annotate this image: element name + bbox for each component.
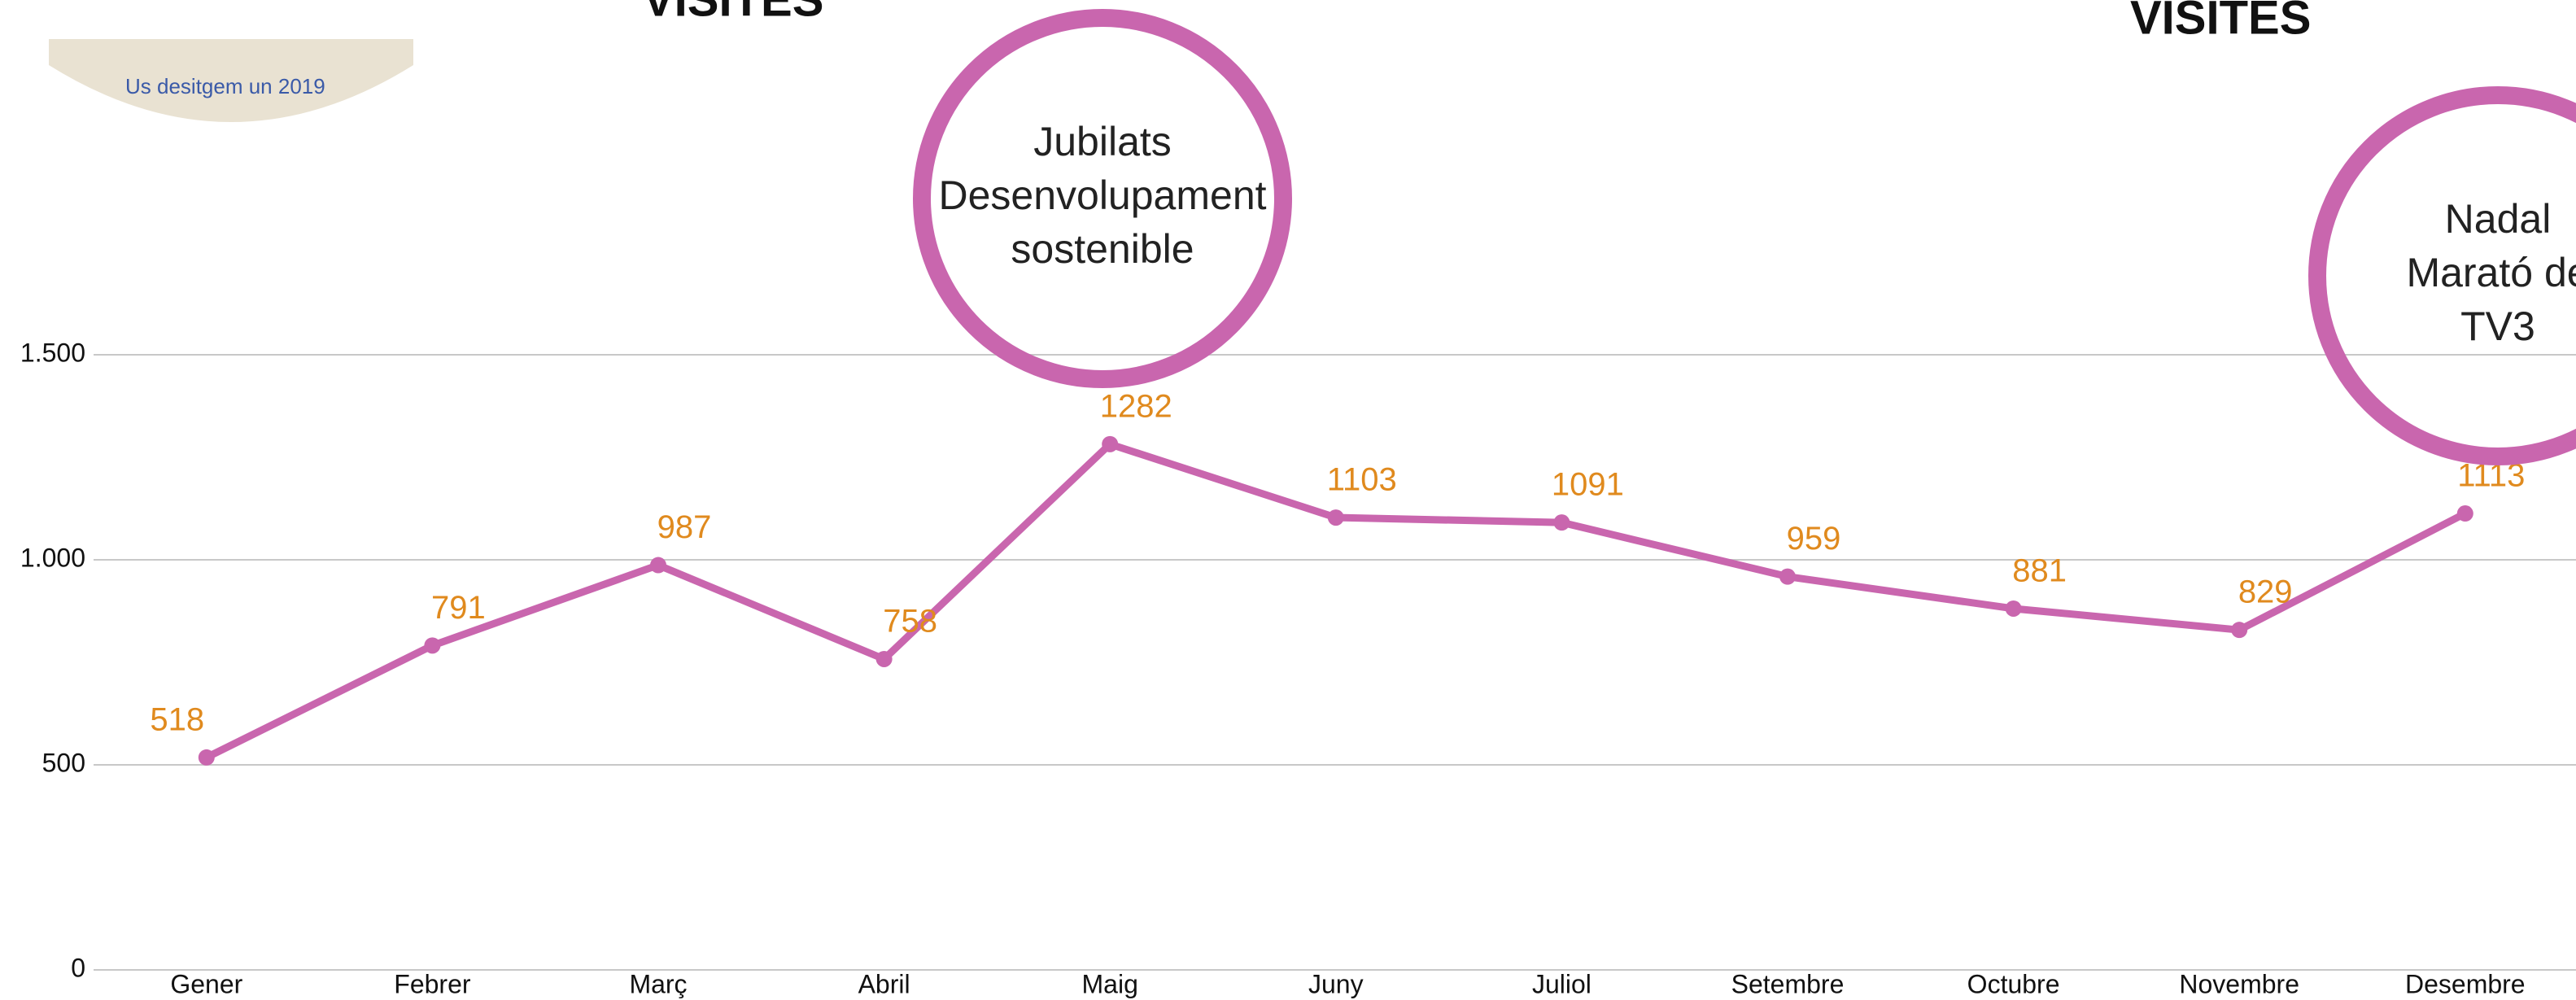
y-tick-label: 1.500 (20, 338, 85, 367)
y-tick-label: 0 (71, 953, 85, 982)
point (1102, 435, 1119, 452)
annotation-circle (913, 9, 1292, 388)
x-tick-label: Maig (1082, 969, 1138, 998)
point (650, 557, 666, 574)
annotation-text: sostenible (1011, 226, 1194, 272)
x-tick-label: Setembre (1731, 969, 1845, 998)
data-label: 829 (2238, 574, 2293, 610)
data-label: 791 (431, 590, 486, 626)
annotation-circle (2308, 86, 2576, 465)
data-label: 758 (883, 604, 937, 640)
annotation-text: Nadal (2445, 196, 2552, 242)
header-title: VISITES (643, 0, 823, 26)
data-label: 1091 (1552, 467, 1624, 503)
data-label: 1282 (1100, 388, 1172, 424)
data-label: 959 (1787, 521, 1841, 557)
data-label: 881 (2012, 553, 2067, 589)
data-label: 1103 (1327, 462, 1397, 498)
x-tick-label: Abril (858, 969, 910, 998)
x-tick-label: Juliol (1532, 969, 1591, 998)
x-tick-label: Gener (170, 969, 242, 998)
point (1327, 509, 1344, 526)
header-title: VISITES (2130, 0, 2311, 44)
x-tick-label: Març (629, 969, 687, 998)
y-tick-label: 500 (42, 748, 85, 777)
thumbnail-text: Us desitgem un 2019 (125, 74, 325, 98)
data-label: 987 (657, 509, 712, 545)
point (1779, 568, 1796, 585)
annotation-text: TV3 (2460, 303, 2535, 349)
x-tick-label: Febrer (394, 969, 471, 998)
point (198, 749, 215, 766)
point (2456, 505, 2473, 522)
x-tick-label: Octubre (1967, 969, 2060, 998)
point (2005, 600, 2022, 617)
annotation-text: Desenvolupament (938, 172, 1266, 218)
thumbnail (49, 39, 413, 122)
x-tick-label: Novembre (2179, 969, 2299, 998)
annotation-text: Marató de (2406, 250, 2576, 295)
data-label: 518 (150, 701, 204, 737)
point (1553, 514, 1570, 531)
point (2231, 622, 2248, 639)
y-tick-label: 1.000 (20, 543, 85, 572)
point (424, 637, 441, 654)
x-tick-label: Desembre (2405, 969, 2526, 998)
x-tick-label: Juny (1308, 969, 1364, 998)
annotation-text: Jubilats (1033, 119, 1172, 164)
point (875, 650, 893, 667)
